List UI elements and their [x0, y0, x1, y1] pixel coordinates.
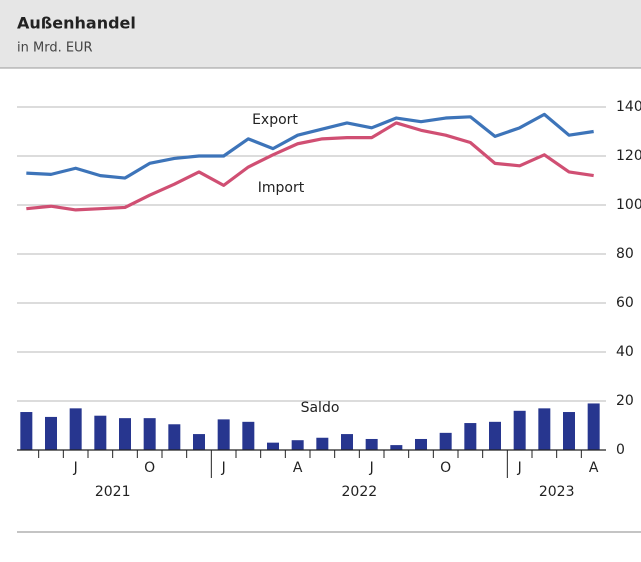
y-tick-label: 0 — [616, 442, 625, 458]
line-series — [26, 112, 594, 180]
series-label: Saldo — [301, 400, 340, 416]
y-tick-label: 20 — [616, 393, 634, 409]
chart-title: Außenhandel — [17, 14, 136, 33]
x-tick-label: J — [517, 460, 522, 476]
bar — [341, 434, 353, 450]
line-series — [26, 121, 594, 212]
series-label: Export — [252, 112, 298, 128]
x-tick-label: J — [369, 460, 374, 476]
year-label: 2022 — [342, 484, 378, 500]
x-tick-label: O — [440, 460, 451, 476]
y-tick-label: 120 — [616, 148, 641, 164]
x-tick-label: J — [73, 460, 78, 476]
series-label: Import — [258, 180, 305, 196]
bar — [563, 412, 575, 450]
y-tick-label: 80 — [616, 246, 634, 262]
bar — [94, 415, 107, 450]
bar — [45, 416, 57, 450]
y-tick-label: 140 — [616, 99, 641, 115]
year-label: 2023 — [539, 484, 575, 500]
bar — [390, 445, 403, 450]
bar — [168, 424, 181, 450]
bar — [20, 412, 33, 450]
bar — [464, 423, 477, 450]
x-tick-label: O — [144, 460, 155, 476]
bar — [415, 438, 427, 450]
bar — [217, 419, 230, 450]
y-tick-label: 60 — [616, 295, 634, 311]
bar — [193, 434, 205, 450]
header-band — [0, 0, 641, 68]
bar — [119, 418, 131, 450]
year-label: 2021 — [95, 484, 131, 500]
bar — [587, 403, 600, 450]
bar — [267, 442, 279, 450]
bar — [143, 418, 156, 450]
bar — [439, 432, 452, 450]
bar — [489, 421, 501, 450]
y-tick-label: 100 — [616, 197, 641, 213]
y-tick-label: 40 — [616, 344, 634, 360]
bar — [316, 437, 329, 450]
x-tick-label: J — [221, 460, 226, 476]
bar — [513, 410, 526, 450]
bar — [538, 408, 551, 450]
bar — [365, 438, 378, 450]
bar — [242, 421, 255, 450]
x-tick-label: A — [589, 460, 599, 476]
bar — [291, 440, 304, 450]
chart-subtitle: in Mrd. EUR — [17, 41, 93, 56]
bar — [69, 408, 82, 450]
x-tick-label: A — [293, 460, 303, 476]
